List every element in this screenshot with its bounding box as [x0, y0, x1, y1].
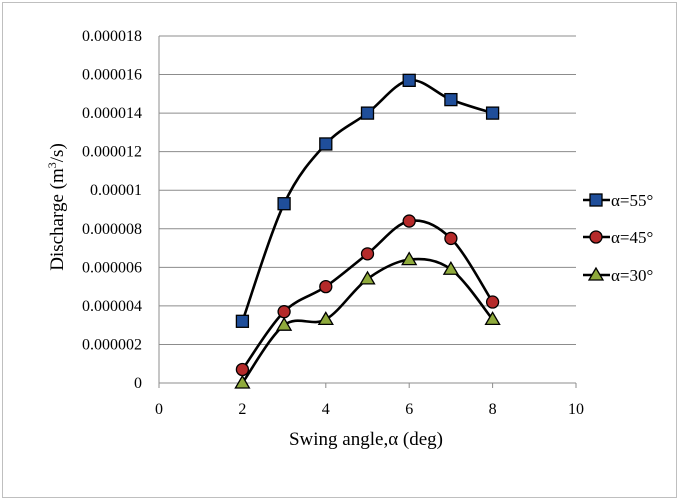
- data-point: [485, 295, 500, 309]
- y-tick-label: 0.000002: [82, 336, 142, 353]
- series-triangle: [234, 251, 501, 389]
- data-point: [360, 247, 375, 261]
- data-point: [485, 106, 500, 120]
- y-axis-title-tail: /s): [47, 143, 68, 162]
- y-tick-label: 0.000012: [82, 144, 142, 161]
- y-tick-label: 0.000016: [82, 67, 142, 84]
- data-point: [235, 314, 250, 328]
- data-point: [444, 231, 458, 246]
- data-point: [360, 106, 375, 120]
- data-point: [402, 73, 416, 87]
- data-point: [319, 279, 333, 294]
- legend-label: α=55°: [611, 191, 653, 210]
- x-tick-label: 10: [568, 401, 584, 418]
- series-group: [234, 73, 501, 389]
- data-point: [402, 214, 416, 228]
- x-tick-label: 8: [489, 401, 497, 418]
- chart-frame: [2, 2, 677, 498]
- data-point: [275, 316, 293, 331]
- y-axis-title: Discharge (m3/s): [45, 143, 68, 271]
- y-tick-label: 0.00001: [90, 182, 142, 199]
- series-square: [235, 73, 500, 328]
- data-point: [401, 251, 418, 266]
- data-point: [484, 311, 501, 326]
- data-point: [235, 362, 250, 377]
- data-point: [277, 197, 291, 211]
- data-point: [234, 374, 251, 389]
- legend: α=55° α=45° α=30°: [583, 191, 653, 285]
- x-tick-label: 6: [405, 401, 413, 418]
- legend-item: α=45°: [583, 228, 653, 247]
- y-axis-title-main: Discharge (m: [47, 168, 68, 271]
- y-tick-label: 0: [134, 375, 142, 392]
- y-axis-title-sup: 3: [45, 162, 59, 168]
- y-tick-label: 0.000006: [82, 259, 142, 276]
- data-point: [317, 311, 334, 326]
- data-point: [359, 270, 376, 285]
- legend-label: α=45°: [611, 228, 653, 247]
- series-circle: [235, 214, 500, 377]
- data-point: [444, 92, 458, 107]
- y-tick-label: 0.000008: [82, 221, 142, 238]
- legend-label: α=30°: [611, 266, 653, 285]
- axes: [158, 36, 577, 388]
- legend-item: α=55°: [583, 191, 653, 210]
- data-point: [442, 260, 460, 275]
- y-tick-label: 0.000004: [82, 298, 142, 315]
- x-tick-label: 4: [322, 401, 330, 418]
- x-tick-label: 2: [238, 401, 246, 418]
- legend-marker: [587, 266, 605, 281]
- x-tick-labels: 0 2 4 6 8 10: [155, 401, 584, 418]
- data-point: [319, 137, 333, 151]
- grid-lines: [159, 35, 576, 345]
- x-axis-title: Swing angle,α (deg): [289, 429, 443, 450]
- y-tick-label: 0.000014: [82, 105, 142, 122]
- legend-item: α=30°: [583, 266, 653, 285]
- legend-marker: [589, 230, 603, 244]
- y-tick-labels: 0 0.000002 0.000004 0.000006 0.000008 0.00001…: [82, 28, 142, 392]
- data-point: [277, 305, 291, 319]
- legend-marker: [589, 193, 603, 207]
- x-tick-label: 0: [155, 401, 163, 418]
- y-tick-label: 0.000018: [82, 28, 142, 45]
